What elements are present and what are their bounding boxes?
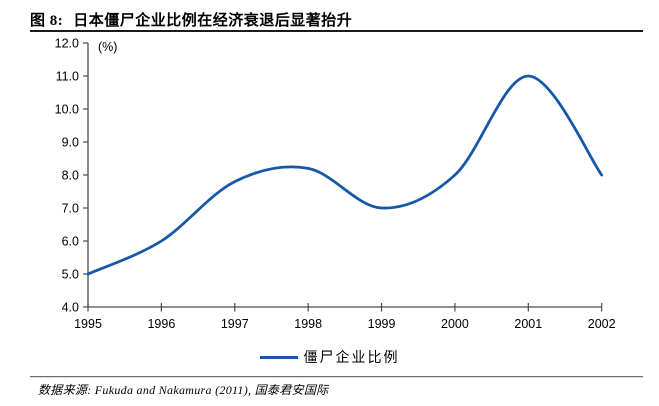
- y-tick-label: 6.0: [62, 235, 79, 249]
- y-tick-label: 10.0: [55, 103, 79, 117]
- y-tick-label: 9.0: [62, 136, 79, 150]
- y-tick-label: 4.0: [62, 301, 79, 315]
- y-tick-label: 5.0: [62, 268, 79, 282]
- title-divider: [30, 30, 643, 32]
- series-line-僵尸企业比例: [86, 74, 604, 276]
- chart-legend: 僵尸企业比例: [0, 347, 659, 367]
- y-axis-unit-label: (%): [98, 40, 117, 54]
- y-tick-label: 7.0: [62, 202, 79, 216]
- line-chart: 4.0 5.0 6.0 7.0 8.0 9.0 10.0 11.0 12.0 (%) 1995 199…: [55, 37, 616, 332]
- chart-title: 图 8: 日本僵尸企业比例在经济衰退后显著抬升: [30, 9, 352, 30]
- x-tick-label: 2002: [588, 317, 616, 331]
- chart-title-prefix: 图 8:: [30, 13, 64, 29]
- x-tick-label: 2000: [441, 317, 469, 331]
- source-note: 数据来源: Fukuda and Nakamura (2011), 国泰君安国际: [38, 383, 329, 397]
- footer-divider: [30, 376, 643, 378]
- x-tick-label: 1998: [294, 317, 322, 331]
- legend-label: 僵尸企业比例: [303, 351, 400, 366]
- x-tick-label: 1995: [74, 317, 102, 331]
- y-tick-label: 12.0: [55, 37, 79, 51]
- x-tick-label: 2001: [514, 317, 542, 331]
- y-tick-label: 8.0: [62, 169, 79, 183]
- legend-line-swatch: [259, 355, 298, 359]
- y-tick-label: 11.0: [56, 70, 79, 84]
- chart-title-text: 日本僵尸企业比例在经济衰退后显著抬升: [73, 13, 353, 29]
- x-tick-label: 1999: [368, 317, 396, 331]
- x-tick-label: 1997: [221, 317, 249, 331]
- x-tick-label: 1996: [147, 317, 175, 331]
